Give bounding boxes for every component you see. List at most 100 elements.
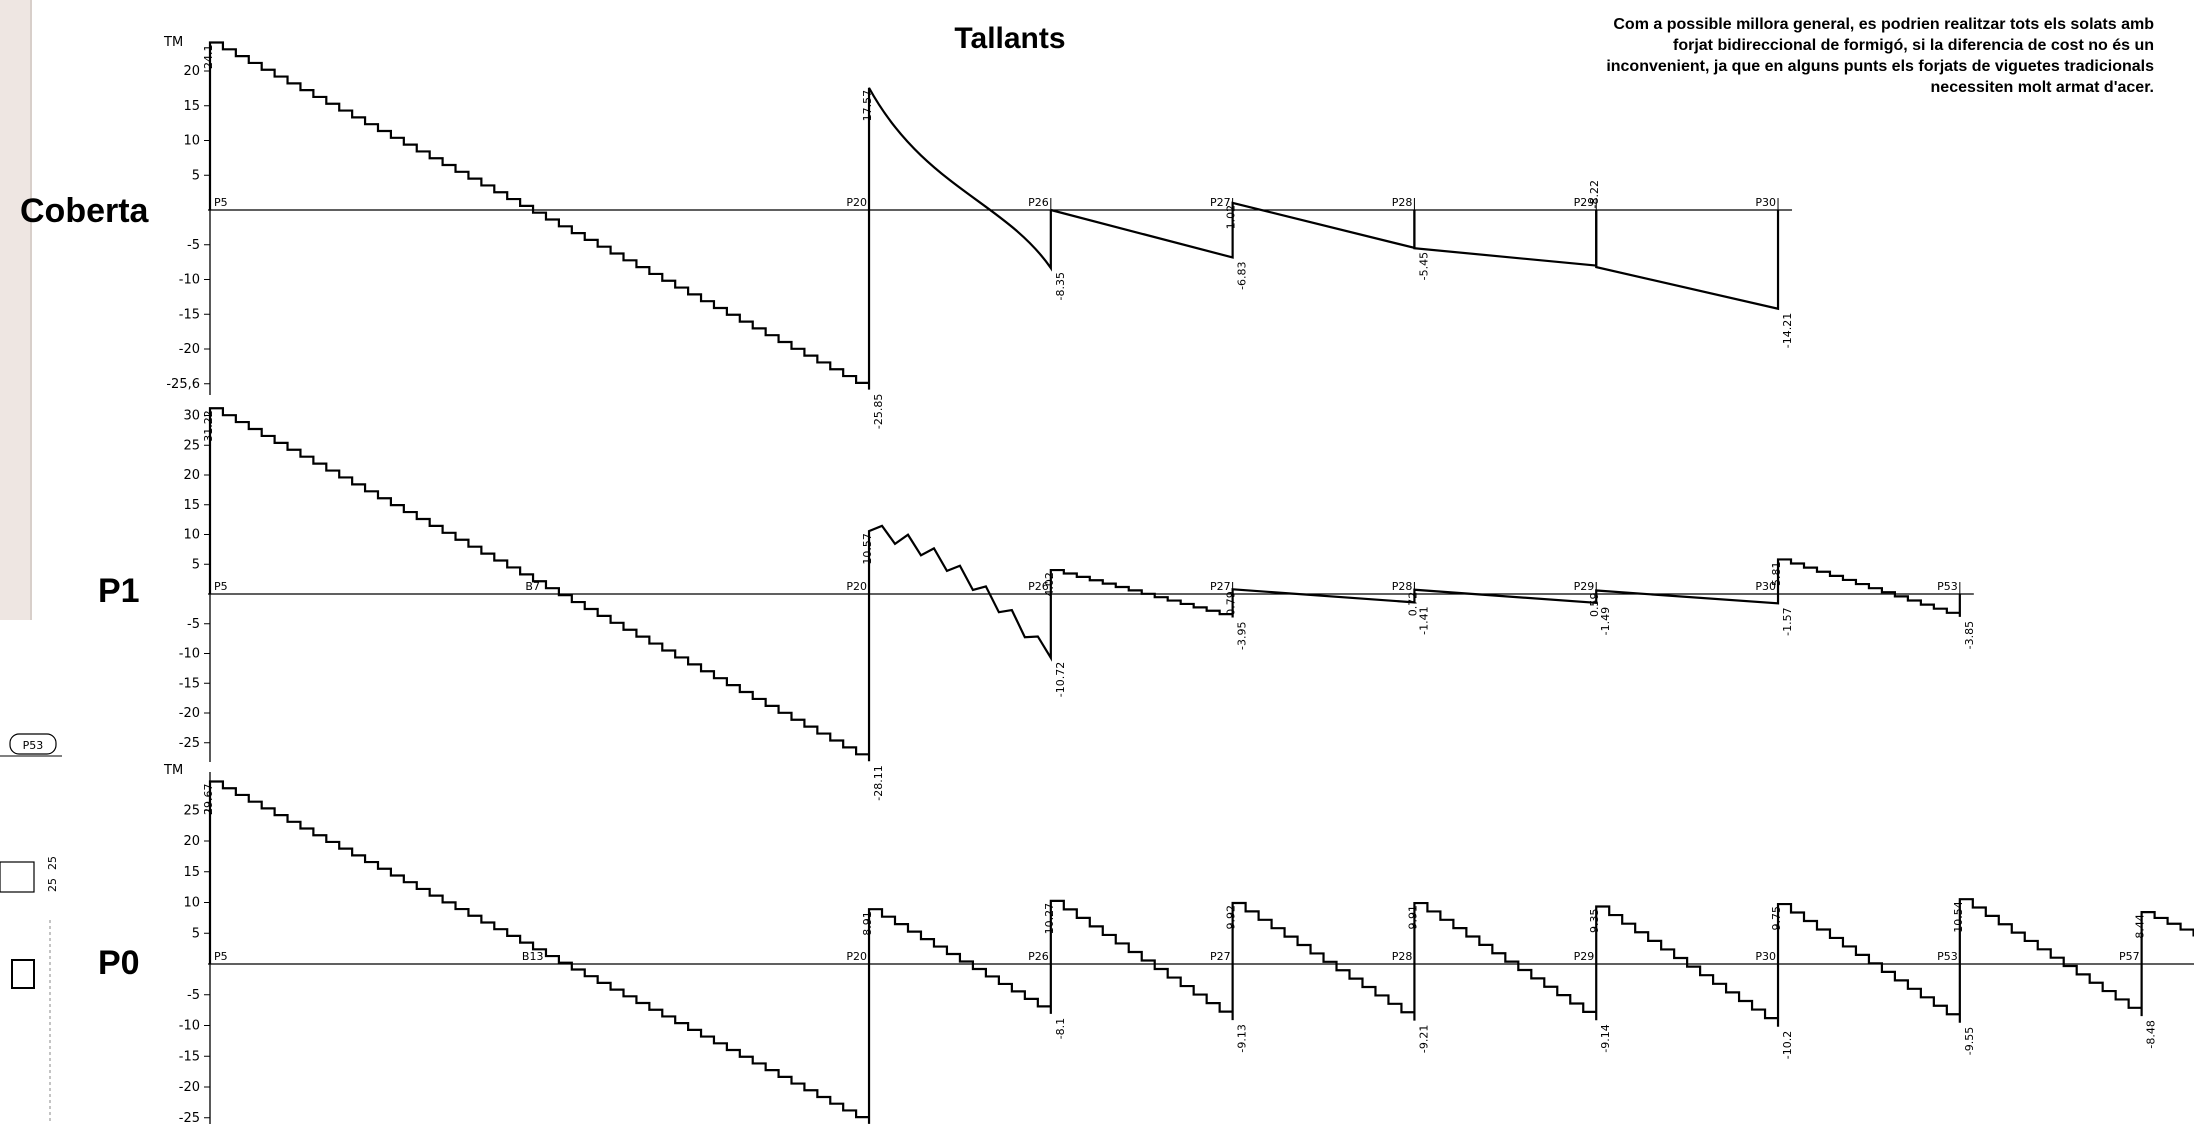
- y-tick-label: 10: [183, 528, 200, 543]
- y-tick-label: -5: [187, 617, 200, 632]
- value-label-end: -3.85: [1963, 621, 1976, 649]
- support-label: P29: [1574, 580, 1595, 593]
- y-unit-label-0: TM: [163, 35, 183, 50]
- value-label-start: 10.57: [861, 533, 874, 565]
- y-tick-label: 20: [183, 64, 200, 79]
- y-tick-label: -20: [179, 342, 200, 357]
- value-label-start: 5.81: [1770, 561, 1783, 586]
- y-tick-label: 5: [192, 926, 200, 941]
- value-label-start: 8.44: [2134, 914, 2147, 939]
- value-label-start: 24.1: [202, 45, 215, 70]
- support-label: P5: [214, 196, 228, 209]
- value-label-end: -1.57: [1781, 607, 1794, 635]
- value-label-start: 9.91: [1406, 905, 1419, 930]
- y-tick-label: -15: [179, 1049, 200, 1064]
- y-tick-label: -25: [179, 1111, 200, 1124]
- support-label: P57: [2119, 950, 2140, 963]
- y-tick-label: 20: [183, 468, 200, 483]
- value-label-end: -8.35: [1054, 272, 1067, 300]
- value-label-end: -10.2: [1781, 1031, 1794, 1059]
- value-label-start: 4.02: [1043, 572, 1056, 597]
- support-label: P5: [214, 580, 228, 593]
- support-label: P20: [846, 580, 867, 593]
- support-label: P20: [846, 196, 867, 209]
- shear-span-1-1: [869, 526, 1051, 658]
- shear-span-2-5: [1596, 906, 1778, 1026]
- shear-span-2-8: [2142, 912, 2194, 994]
- value-label-end: -28.11: [872, 765, 885, 800]
- value-label-end: -5.45: [1417, 252, 1430, 280]
- y-tick-label: 10: [183, 896, 200, 911]
- shear-span-0-5: [1596, 210, 1778, 309]
- shear-span-0-4: [1414, 210, 1596, 266]
- support-label: P20: [846, 950, 867, 963]
- shear-span-2-4: [1414, 903, 1596, 1020]
- y-tick-label: -25,6: [166, 377, 200, 392]
- y-tick-label: 5: [192, 168, 200, 183]
- support-label: P53: [1937, 950, 1958, 963]
- value-label-start: -8.22: [1588, 180, 1601, 208]
- value-label-start: 0.72: [1406, 592, 1419, 617]
- support-label: P30: [1755, 950, 1776, 963]
- value-label-start: 10.54: [1952, 901, 1965, 933]
- y-tick-label: 30: [183, 409, 200, 424]
- beam-label: B13: [522, 950, 544, 963]
- support-label: P26: [1028, 950, 1049, 963]
- shear-span-0-1: [869, 88, 1051, 268]
- value-label-start: 31.22: [202, 410, 215, 442]
- value-label-end: -9.13: [1236, 1024, 1249, 1052]
- shear-span-0-0: [210, 43, 869, 390]
- value-label-end: -14.21: [1781, 313, 1794, 348]
- support-label: P30: [1755, 196, 1776, 209]
- value-label-start: 29.67: [202, 784, 215, 816]
- value-label-start: 9.35: [1588, 908, 1601, 933]
- y-tick-label: -20: [179, 1080, 200, 1095]
- support-label: P28: [1392, 196, 1413, 209]
- value-label-end: -3.95: [1236, 622, 1249, 650]
- support-label: P53: [1937, 580, 1958, 593]
- value-label-start: 0.59: [1588, 592, 1601, 617]
- support-label: P28: [1392, 950, 1413, 963]
- fragment-dim-1: 25: [46, 856, 59, 870]
- support-label: P27: [1210, 580, 1231, 593]
- y-tick-label: 15: [183, 99, 200, 114]
- y-tick-label: 20: [183, 834, 200, 849]
- y-tick-label: 10: [183, 134, 200, 149]
- y-tick-label: 25: [183, 438, 200, 453]
- y-tick-label: -15: [179, 307, 200, 322]
- shear-span-2-1: [869, 909, 1051, 1014]
- y-tick-label: -15: [179, 676, 200, 691]
- shear-span-1-3: [1233, 589, 1415, 602]
- y-tick-label: 15: [183, 865, 200, 880]
- value-label-end: -9.55: [1963, 1027, 1976, 1055]
- value-label-start: 1.02: [1225, 205, 1238, 230]
- y-unit-label-2: TM: [163, 763, 183, 778]
- value-label-start: 0.79: [1225, 591, 1238, 616]
- value-label-start: 10.27: [1043, 903, 1056, 935]
- shear-span-2-3: [1233, 903, 1415, 1021]
- y-tick-label: -5: [187, 238, 200, 253]
- support-label: P5: [214, 950, 228, 963]
- support-label: P27: [1210, 950, 1231, 963]
- y-tick-label: -10: [179, 1019, 200, 1034]
- value-label-end: -9.21: [1417, 1025, 1430, 1053]
- drawing-fragment: P53 25 25: [0, 720, 70, 1124]
- shear-span-1-5: [1596, 590, 1778, 603]
- shear-span-1-6: [1778, 559, 1960, 616]
- fragment-tag-label: P53: [23, 739, 44, 752]
- value-label-end: -25.85: [872, 394, 885, 429]
- y-tick-label: -20: [179, 706, 200, 721]
- support-label: P26: [1028, 196, 1049, 209]
- y-tick-label: -10: [179, 647, 200, 662]
- y-tick-label: -10: [179, 273, 200, 288]
- value-label-start: 8.91: [861, 911, 874, 936]
- support-label: P28: [1392, 580, 1413, 593]
- value-label-start: 17.57: [861, 90, 874, 122]
- support-label: P29: [1574, 950, 1595, 963]
- value-label-end: -8.48: [2145, 1020, 2158, 1048]
- shear-span-0-2: [1051, 210, 1233, 257]
- y-tick-label: -5: [187, 988, 200, 1003]
- y-tick-label: 25: [183, 803, 200, 818]
